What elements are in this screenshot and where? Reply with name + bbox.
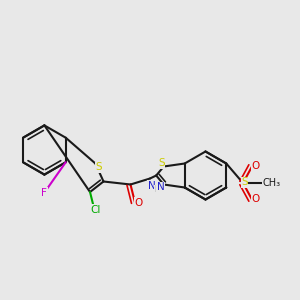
Text: F: F: [41, 188, 47, 198]
Text: S: S: [158, 158, 165, 169]
Text: CH₃: CH₃: [262, 178, 280, 188]
Text: O: O: [135, 197, 143, 208]
Text: N: N: [157, 182, 165, 193]
Text: S: S: [95, 162, 102, 172]
Text: O: O: [251, 194, 260, 204]
Text: N: N: [148, 181, 155, 191]
Text: Cl: Cl: [91, 205, 101, 215]
Text: H: H: [154, 185, 161, 194]
Text: O: O: [251, 161, 260, 171]
Text: S: S: [241, 177, 248, 188]
